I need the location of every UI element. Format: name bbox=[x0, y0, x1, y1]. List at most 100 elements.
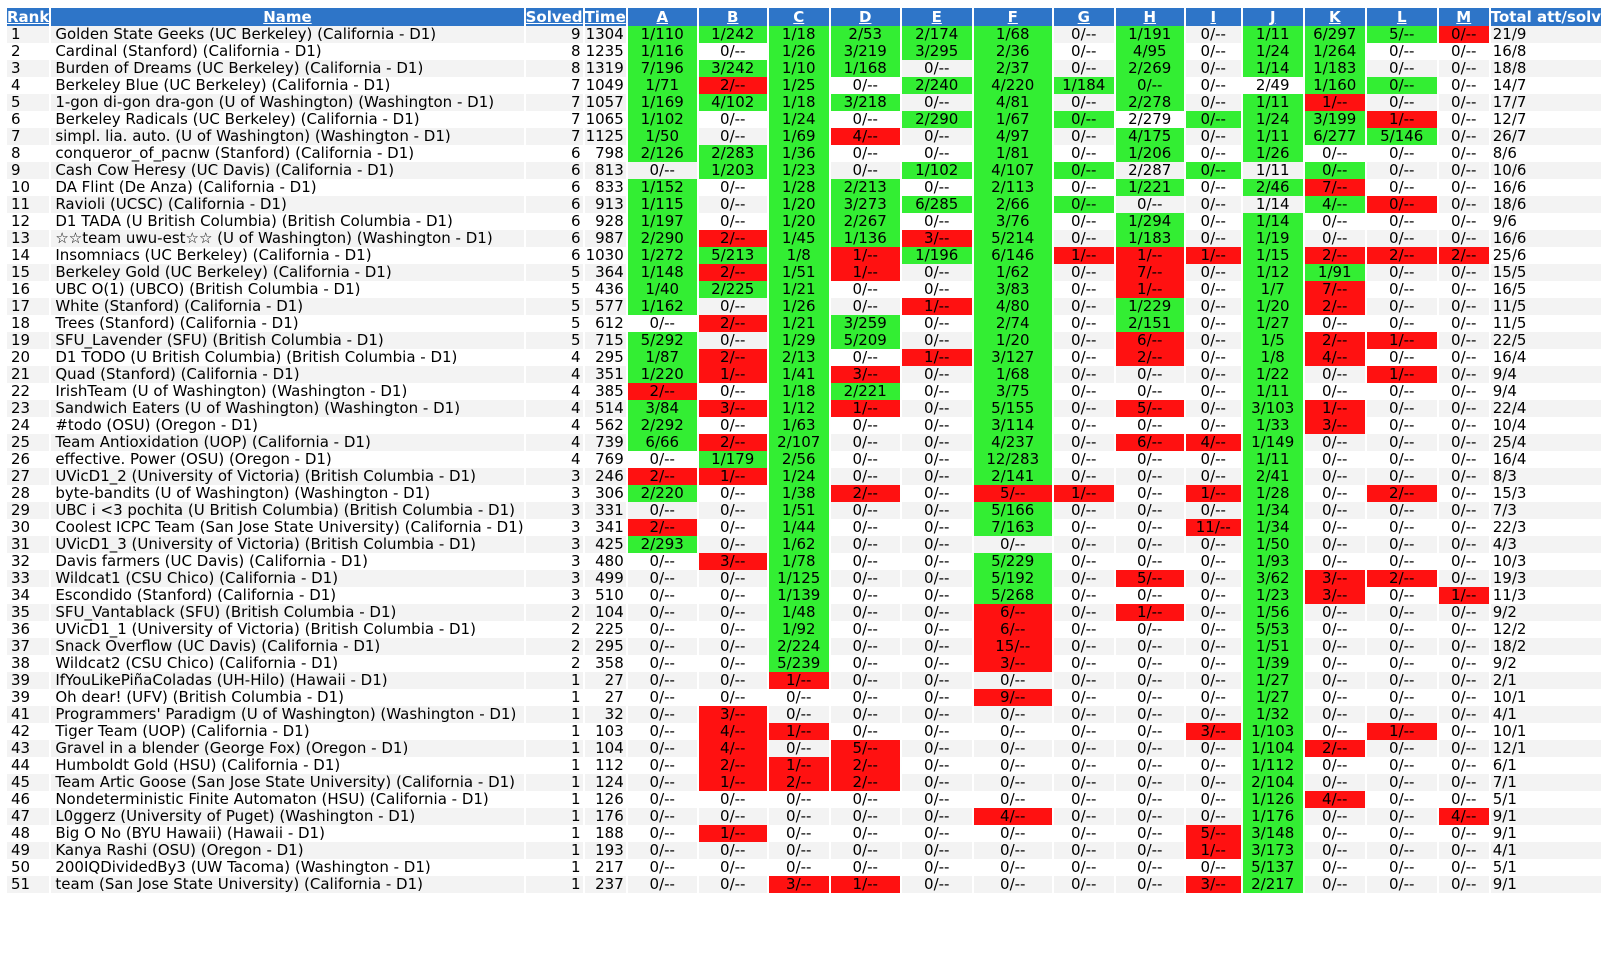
col-header-problem-i[interactable]: I bbox=[1185, 8, 1241, 26]
col-header-problem-h[interactable]: H bbox=[1115, 8, 1184, 26]
team-name-cell: Golden State Geeks (UC Berkeley) (Califo… bbox=[51, 26, 524, 43]
problem-cell-k: 2/-- bbox=[1304, 740, 1365, 757]
rank-cell: 21 bbox=[7, 366, 50, 383]
problem-cell-h: 0/-- bbox=[1115, 757, 1184, 774]
total-cell: 10/3 bbox=[1490, 553, 1602, 570]
problem-cell-j: 1/14 bbox=[1242, 196, 1303, 213]
problem-cell-f: 4/237 bbox=[973, 434, 1052, 451]
total-cell: 19/3 bbox=[1490, 570, 1602, 587]
problem-cell-h: 5/-- bbox=[1115, 400, 1184, 417]
problem-cell-g: 0/-- bbox=[1053, 553, 1114, 570]
col-header-problem-l[interactable]: L bbox=[1366, 8, 1437, 26]
problem-cell-c: 1/20 bbox=[768, 213, 829, 230]
problem-link-i[interactable]: I bbox=[1210, 8, 1217, 26]
time-cell: 385 bbox=[584, 383, 626, 400]
problem-link-m[interactable]: M bbox=[1456, 8, 1472, 26]
problem-cell-g: 0/-- bbox=[1053, 145, 1114, 162]
problem-cell-m: 0/-- bbox=[1438, 859, 1489, 876]
problem-cell-f: 3/76 bbox=[973, 213, 1052, 230]
time-sort-link[interactable]: Time bbox=[584, 8, 626, 26]
problem-link-j[interactable]: J bbox=[1269, 8, 1276, 26]
col-header-problem-d[interactable]: D bbox=[830, 8, 900, 26]
problem-cell-a: 0/-- bbox=[627, 570, 697, 587]
table-row: 4 Berkeley Blue (UC Berkeley) (California… bbox=[7, 77, 1602, 94]
team-name-cell: team (San Jose State University) (Califo… bbox=[51, 876, 524, 893]
problem-cell-d: 2/-- bbox=[830, 485, 900, 502]
col-header-problem-k[interactable]: K bbox=[1304, 8, 1365, 26]
col-header-problem-e[interactable]: E bbox=[901, 8, 972, 26]
col-header-problem-f[interactable]: F bbox=[973, 8, 1052, 26]
problem-link-d[interactable]: D bbox=[859, 8, 872, 26]
col-header-problem-c[interactable]: C bbox=[768, 8, 829, 26]
rank-cell: 7 bbox=[7, 128, 50, 145]
col-header-problem-g[interactable]: G bbox=[1053, 8, 1114, 26]
total-cell: 16/8 bbox=[1490, 43, 1602, 60]
problem-cell-a: 0/-- bbox=[627, 621, 697, 638]
problem-cell-g: 0/-- bbox=[1053, 757, 1114, 774]
problem-cell-m: 0/-- bbox=[1438, 298, 1489, 315]
total-cell: 7/3 bbox=[1490, 502, 1602, 519]
problem-cell-b: 0/-- bbox=[698, 638, 767, 655]
problem-cell-k: 4/-- bbox=[1304, 196, 1365, 213]
problem-link-g[interactable]: G bbox=[1077, 8, 1090, 26]
problem-link-h[interactable]: H bbox=[1143, 8, 1157, 26]
time-cell: 225 bbox=[584, 621, 626, 638]
problem-link-e[interactable]: E bbox=[931, 8, 942, 26]
name-sort-link[interactable]: Name bbox=[263, 8, 312, 26]
col-header-solved[interactable]: Solved bbox=[525, 8, 583, 26]
team-name-cell: Berkeley Radicals (UC Berkeley) (Califor… bbox=[51, 111, 524, 128]
team-name-cell: UBC i <3 pochita (U British Columbia) (B… bbox=[51, 502, 524, 519]
col-header-problem-a[interactable]: A bbox=[627, 8, 697, 26]
problem-cell-c: 1/24 bbox=[768, 468, 829, 485]
team-name-cell: Coolest ICPC Team (San Jose State Univer… bbox=[51, 519, 524, 536]
col-header-time[interactable]: Time bbox=[584, 8, 626, 26]
problem-cell-b: 0/-- bbox=[698, 383, 767, 400]
team-name-cell: UBC O(1) (UBCO) (British Columbia - D1) bbox=[51, 281, 524, 298]
rank-sort-link[interactable]: Rank bbox=[7, 8, 50, 26]
solved-cell: 2 bbox=[525, 655, 583, 672]
problem-cell-c: 3/-- bbox=[768, 876, 829, 893]
solved-cell: 6 bbox=[525, 213, 583, 230]
problem-link-c[interactable]: C bbox=[793, 8, 805, 26]
col-header-problem-j[interactable]: J bbox=[1242, 8, 1303, 26]
total-cell: 22/4 bbox=[1490, 400, 1602, 417]
problem-link-l[interactable]: L bbox=[1396, 8, 1407, 26]
problem-cell-l: 0/-- bbox=[1366, 842, 1437, 859]
problem-cell-e: 0/-- bbox=[901, 604, 972, 621]
problem-link-b[interactable]: B bbox=[727, 8, 739, 26]
problem-cell-l: 0/-- bbox=[1366, 230, 1437, 247]
problem-cell-a: 1/162 bbox=[627, 298, 697, 315]
solved-sort-link[interactable]: Solved bbox=[525, 8, 583, 26]
problem-cell-a: 0/-- bbox=[627, 162, 697, 179]
problem-cell-j: 1/24 bbox=[1242, 111, 1303, 128]
problem-cell-j: 1/15 bbox=[1242, 247, 1303, 264]
problem-cell-e: 0/-- bbox=[901, 774, 972, 791]
problem-cell-m: 0/-- bbox=[1438, 128, 1489, 145]
problem-link-a[interactable]: A bbox=[656, 8, 669, 26]
rank-cell: 42 bbox=[7, 723, 50, 740]
col-header-problem-m[interactable]: M bbox=[1438, 8, 1489, 26]
problem-cell-a: 2/-- bbox=[627, 519, 697, 536]
problem-cell-i: 0/-- bbox=[1185, 774, 1241, 791]
col-header-name[interactable]: Name bbox=[51, 8, 524, 26]
total-cell: 7/1 bbox=[1490, 774, 1602, 791]
col-header-rank[interactable]: Rank bbox=[7, 8, 50, 26]
problem-cell-d: 3/259 bbox=[830, 315, 900, 332]
problem-cell-f: 3/114 bbox=[973, 417, 1052, 434]
team-name-cell: D1 TODO (U British Columbia) (British Co… bbox=[51, 349, 524, 366]
problem-cell-k: 3/-- bbox=[1304, 570, 1365, 587]
problem-cell-c: 1/48 bbox=[768, 604, 829, 621]
problem-cell-m: 0/-- bbox=[1438, 842, 1489, 859]
problem-cell-f: 1/68 bbox=[973, 26, 1052, 43]
problem-cell-i: 0/-- bbox=[1185, 417, 1241, 434]
problem-link-f[interactable]: F bbox=[1007, 8, 1018, 26]
table-row: 23 Sandwich Eaters (U of Washington) (Was… bbox=[7, 400, 1602, 417]
problem-cell-m: 0/-- bbox=[1438, 162, 1489, 179]
team-name-cell: White (Stanford) (California - D1) bbox=[51, 298, 524, 315]
problem-link-k[interactable]: K bbox=[1328, 8, 1341, 26]
col-header-problem-b[interactable]: B bbox=[698, 8, 767, 26]
problem-cell-c: 1/78 bbox=[768, 553, 829, 570]
problem-cell-j: 1/32 bbox=[1242, 706, 1303, 723]
problem-cell-c: 1/51 bbox=[768, 264, 829, 281]
problem-cell-j: 1/93 bbox=[1242, 553, 1303, 570]
